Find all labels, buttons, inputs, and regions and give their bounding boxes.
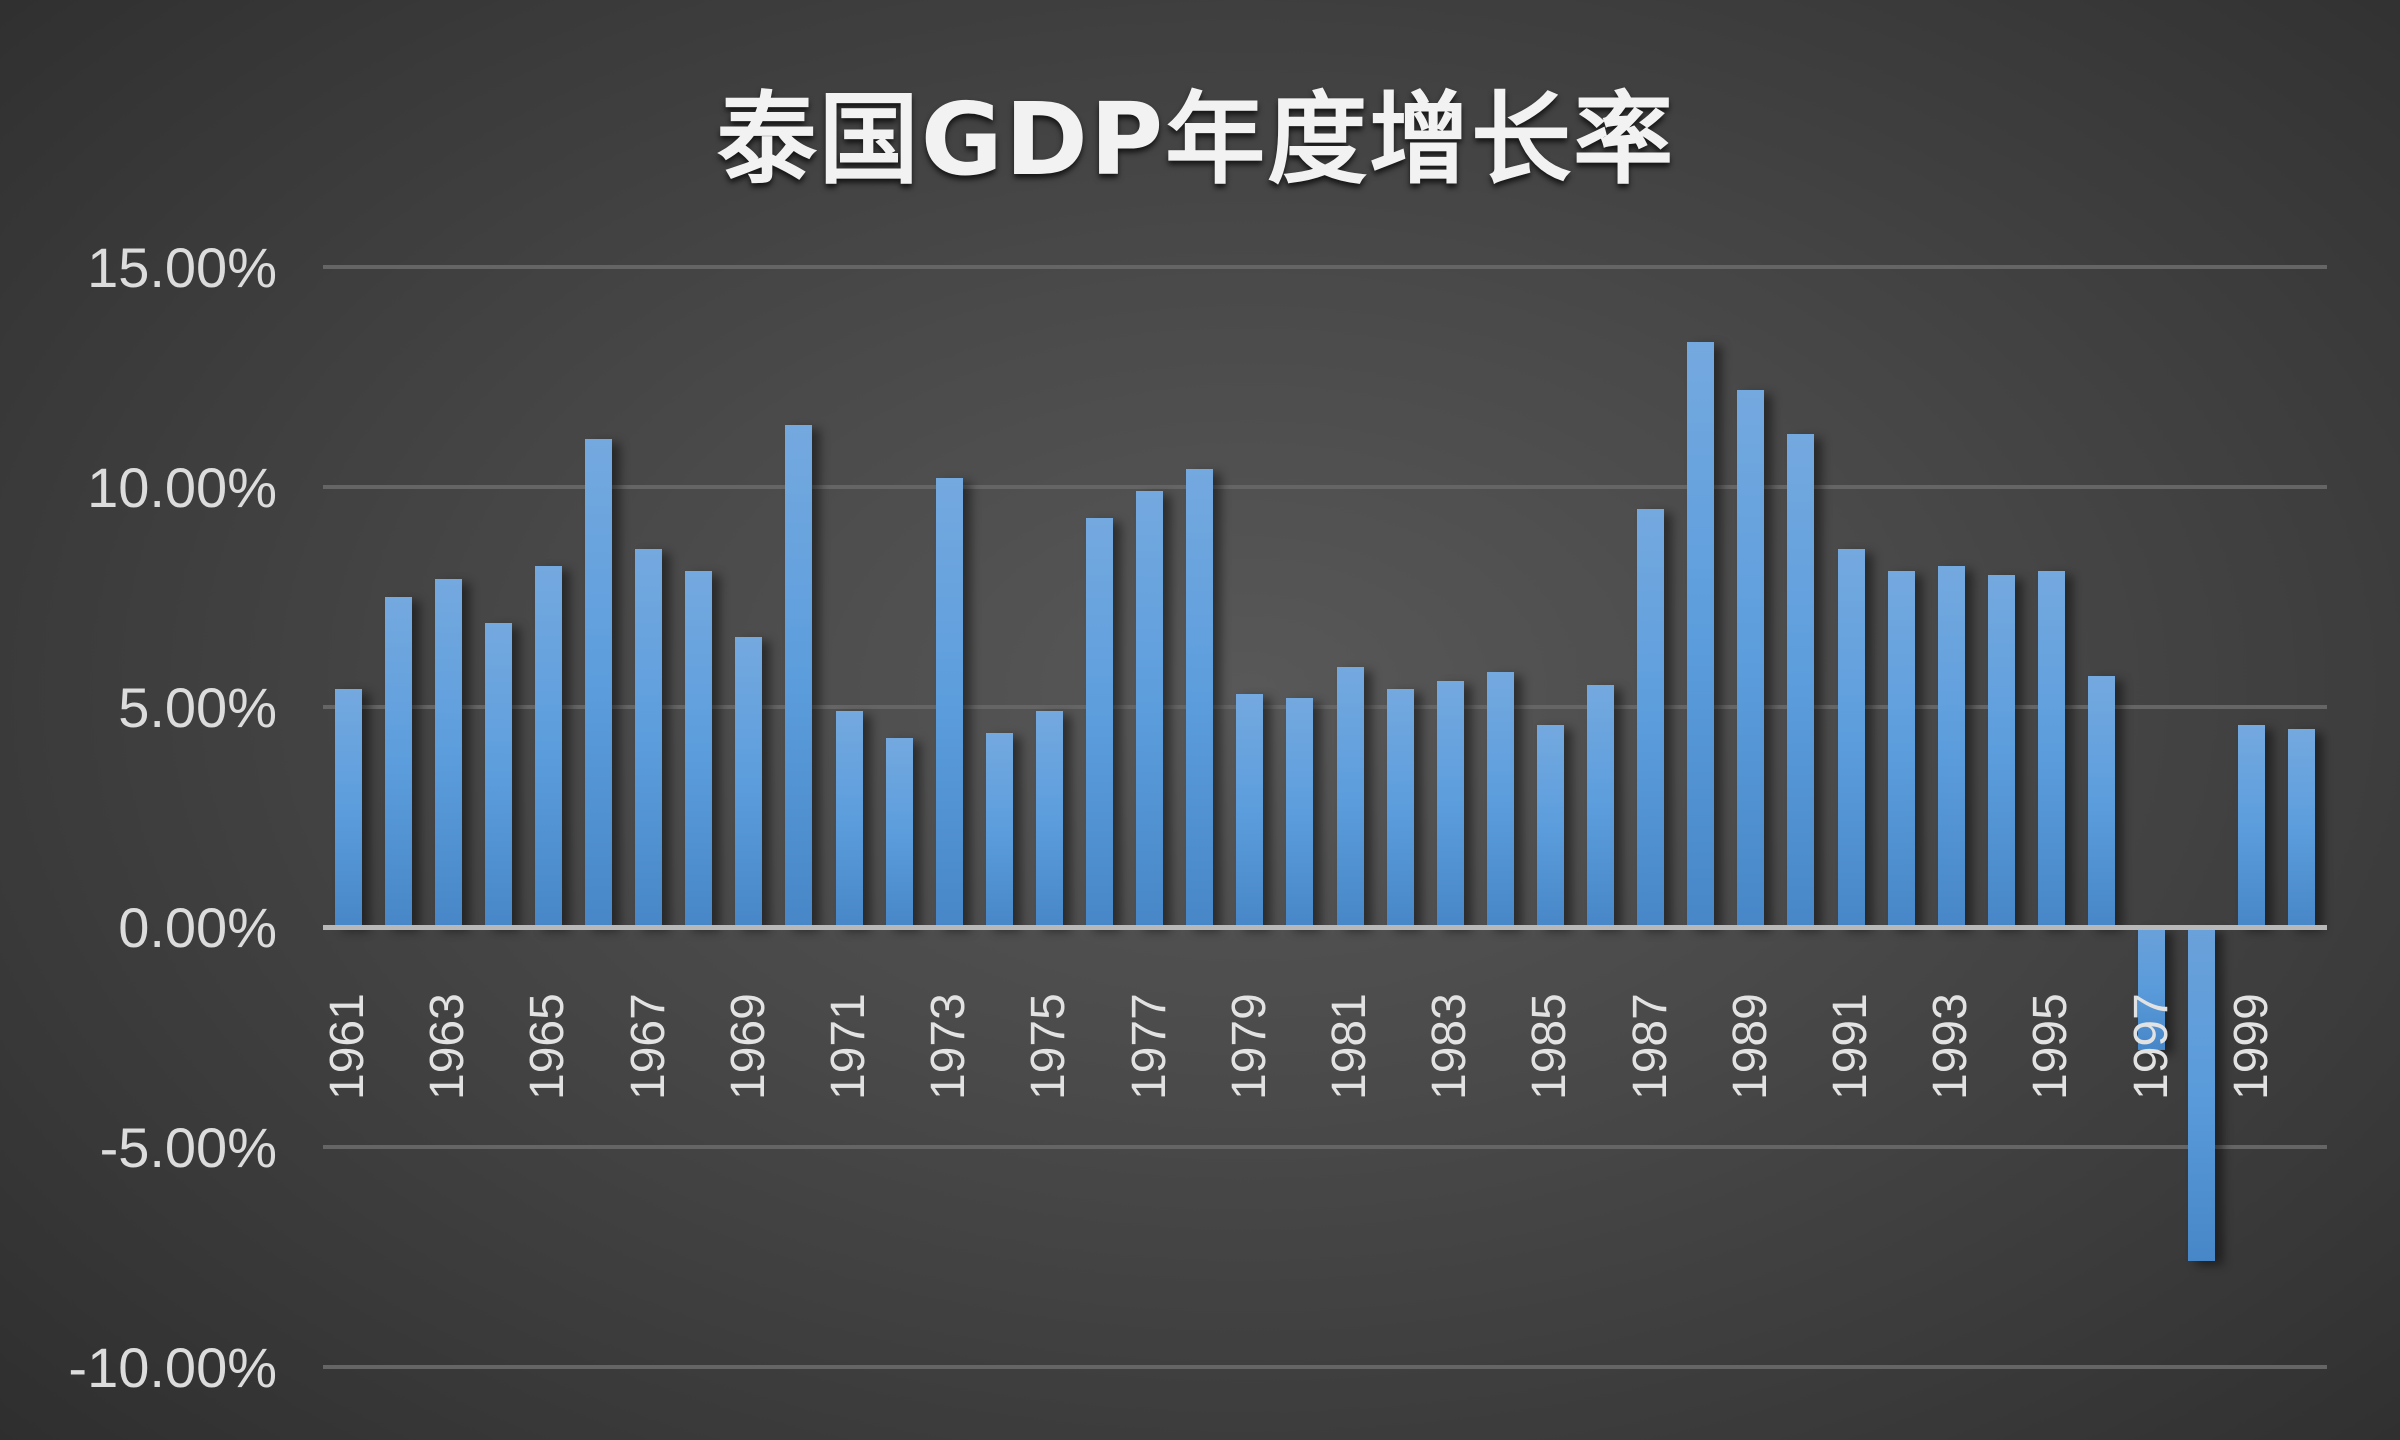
x-tick-label: 1975 xyxy=(1022,993,1076,1100)
bar-1969 xyxy=(735,636,763,927)
x-tick-label: 1995 xyxy=(2024,993,2078,1100)
bar-1987 xyxy=(1637,509,1665,927)
bar-1961 xyxy=(334,689,362,927)
bar-1963 xyxy=(434,579,462,927)
x-tick-label: 1983 xyxy=(1423,993,1477,1100)
bar-1998 xyxy=(2188,927,2216,1262)
x-tick-label: 1967 xyxy=(621,993,675,1100)
bar-1962 xyxy=(384,597,412,927)
y-tick-label: 0.00% xyxy=(118,896,277,959)
x-tick-label: 1987 xyxy=(1623,993,1677,1100)
bar-1964 xyxy=(484,623,512,927)
chart-title: 泰国GDP年度增长率 xyxy=(716,81,1676,198)
bar-1975 xyxy=(1035,711,1063,927)
x-tick-label: 1969 xyxy=(721,993,775,1100)
gridline xyxy=(323,485,2327,489)
x-tick-label: 1963 xyxy=(421,993,475,1100)
bar-1992 xyxy=(1887,570,1915,927)
bar-1991 xyxy=(1837,548,1865,927)
bar-1999 xyxy=(2238,724,2266,927)
bar-1984 xyxy=(1486,671,1514,927)
bar-1985 xyxy=(1536,724,1564,927)
bar-1980 xyxy=(1286,698,1314,927)
x-tick-label: 1993 xyxy=(1924,993,1978,1100)
bar-1993 xyxy=(1937,566,1965,927)
bar-1965 xyxy=(534,566,562,927)
bar-1982 xyxy=(1386,689,1414,927)
bar-1967 xyxy=(635,548,663,927)
x-tick-label: 1971 xyxy=(822,993,876,1100)
x-tick-label: 1977 xyxy=(1122,993,1176,1100)
x-tick-label: 1989 xyxy=(1723,993,1777,1100)
x-tick-label: 1961 xyxy=(321,993,375,1100)
gridline xyxy=(323,705,2327,709)
x-tick-label: 1981 xyxy=(1323,993,1377,1100)
plot-area xyxy=(323,265,2327,1369)
bar-1983 xyxy=(1436,680,1464,927)
bar-1986 xyxy=(1587,685,1615,927)
y-tick-label: 15.00% xyxy=(87,236,277,299)
bar-1978 xyxy=(1186,469,1214,927)
bar-1994 xyxy=(1987,575,2015,927)
bar-1973 xyxy=(935,478,963,927)
bar-1997 xyxy=(2138,927,2166,1051)
y-tick-label: 10.00% xyxy=(87,456,277,519)
bar-2000 xyxy=(2288,729,2316,927)
bar-1990 xyxy=(1787,434,1815,927)
bar-1976 xyxy=(1086,517,1114,927)
bar-1979 xyxy=(1236,693,1264,927)
bar-1966 xyxy=(585,438,613,927)
bar-1995 xyxy=(2037,570,2065,927)
x-tick-label: 1973 xyxy=(922,993,976,1100)
x-tick-label: 1965 xyxy=(521,993,575,1100)
x-tick-label: 1979 xyxy=(1222,993,1276,1100)
gridline xyxy=(323,265,2327,269)
gridline xyxy=(323,1365,2327,1369)
zero-baseline xyxy=(323,925,2327,930)
y-tick-label: -10.00% xyxy=(68,1336,277,1399)
bar-1996 xyxy=(2088,676,2116,927)
bar-1981 xyxy=(1336,667,1364,927)
gridline xyxy=(323,1145,2327,1149)
bar-1988 xyxy=(1687,341,1715,927)
y-tick-label: 5.00% xyxy=(118,676,277,739)
y-tick-label: -5.00% xyxy=(99,1116,277,1179)
bar-1970 xyxy=(785,425,813,927)
x-tick-label: 1997 xyxy=(2124,993,2178,1100)
bar-1974 xyxy=(985,733,1013,927)
bar-1977 xyxy=(1136,491,1164,927)
bar-1968 xyxy=(685,570,713,927)
bar-1989 xyxy=(1737,390,1765,927)
bar-1971 xyxy=(835,711,863,927)
x-tick-label: 1991 xyxy=(1824,993,1878,1100)
bar-1972 xyxy=(885,737,913,927)
x-tick-label: 1985 xyxy=(1523,993,1577,1100)
x-tick-label: 1999 xyxy=(2224,993,2278,1100)
